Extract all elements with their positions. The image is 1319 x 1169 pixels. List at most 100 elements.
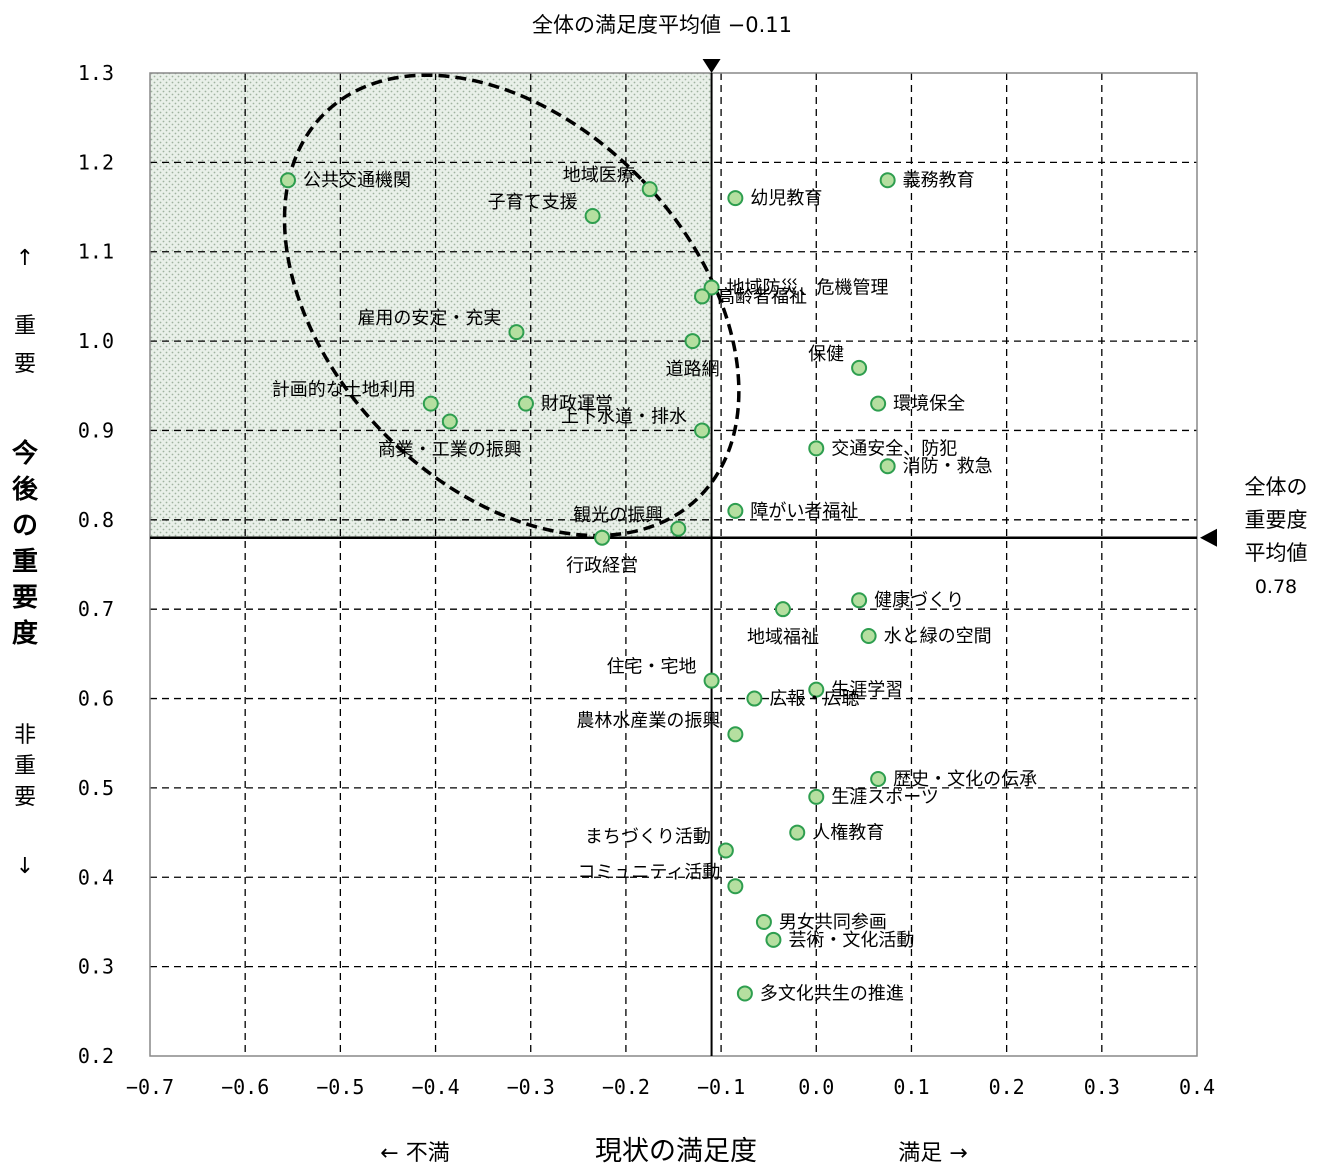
- point-label: 健康づくり: [874, 590, 964, 611]
- grid-lines: [150, 73, 1197, 1056]
- data-point: [851, 359, 868, 376]
- avg-importance-label-line: 重要度: [1245, 508, 1308, 532]
- y-tick-label: 0.5: [78, 776, 114, 800]
- x-tick-label: −0.7: [126, 1075, 174, 1099]
- y-tick-label: 1.1: [78, 240, 114, 264]
- x-axis-title: 現状の満足度: [595, 1136, 757, 1167]
- point-label: 交通安全、防犯: [831, 438, 957, 459]
- data-point: [422, 395, 439, 412]
- point-label: 観光の振興: [573, 505, 663, 526]
- data-point: [727, 502, 744, 519]
- avg-importance-label-line: 0.78: [1255, 576, 1297, 598]
- data-point: [684, 333, 701, 350]
- data-point: [703, 279, 720, 296]
- point-label: 多文化共生の推進: [760, 983, 904, 1004]
- data-point: [851, 592, 868, 609]
- y-axis-unimportant-char: ↓: [16, 854, 34, 879]
- data-point: [879, 172, 896, 189]
- x-tick-label: −0.2: [602, 1075, 650, 1099]
- y-axis-title-char: 後: [12, 474, 39, 505]
- point-label: 子育て支援: [488, 192, 578, 213]
- data-point: [517, 395, 534, 412]
- point-label: 高齢者福祉: [717, 286, 807, 307]
- point-label: 環境保全: [893, 394, 965, 415]
- x-axis-left-label: ← 不満: [380, 1141, 449, 1166]
- y-tick-label: 0.6: [78, 687, 114, 711]
- point-label: 人権教育: [812, 823, 884, 844]
- data-point: [641, 181, 658, 198]
- point-label: 公共交通機関: [303, 170, 411, 191]
- data-point: [584, 207, 601, 224]
- y-axis-important-char: 重: [14, 314, 36, 339]
- data-point: [808, 788, 825, 805]
- y-axis-ticks: 0.2 0.3 0.4 0.5 0.6 0.7 0.8 0.9 1.0 1.1 1.2 1.3: [78, 61, 114, 1068]
- point-label: 生涯学習: [831, 680, 903, 701]
- point-label: 広報・広聴: [769, 689, 859, 710]
- data-point: [727, 878, 744, 895]
- y-axis-title-char: 重: [12, 547, 38, 577]
- point-label: 商業・工業の振興: [378, 440, 522, 461]
- data-point: [808, 681, 825, 698]
- data-point: [694, 288, 711, 305]
- x-axis-ticks: −0.7 −0.6 −0.5 −0.4 −0.3 −0.2 −0.1 0.0 0.1 0.2 0.3…: [126, 1075, 1215, 1099]
- y-axis-important-label: ↑ 重要: [14, 246, 36, 377]
- x-axis-right-label: 満足 →: [898, 1141, 967, 1166]
- avg-importance-label-line: 全体の: [1245, 475, 1308, 499]
- x-tick-label: −0.3: [507, 1075, 555, 1099]
- y-tick-label: 0.7: [78, 597, 114, 621]
- x-tick-label: 0.0: [798, 1075, 834, 1099]
- point-label: 財政運営: [541, 394, 613, 415]
- avg-importance-marker: [1200, 528, 1217, 547]
- point-label: 雇用の安定・充実: [357, 308, 501, 329]
- point-label: 地域防災、危機管理: [727, 277, 889, 298]
- y-axis-important-char: 要: [14, 352, 36, 377]
- y-axis-title-char: の: [12, 511, 38, 541]
- x-tick-label: −0.5: [316, 1075, 364, 1099]
- avg-satisfaction-marker: [702, 59, 721, 73]
- point-label: 地域福祉: [747, 627, 819, 648]
- data-point: [727, 190, 744, 207]
- point-label: 生涯スポーツ: [831, 787, 939, 808]
- point-label: 障がい者福祉: [750, 501, 858, 522]
- point-label: 幼児教育: [750, 188, 822, 209]
- data-point: [727, 726, 744, 743]
- data-point: [717, 842, 734, 859]
- y-tick-label: 1.0: [78, 329, 114, 353]
- data-point: [508, 324, 525, 341]
- point-label: 消防・救急: [903, 456, 993, 477]
- point-label: 芸術・文化活動: [788, 930, 914, 951]
- x-tick-label: −0.6: [221, 1075, 269, 1099]
- data-point: [746, 690, 763, 707]
- y-tick-label: 1.2: [78, 150, 114, 174]
- point-label: 計画的な土地利用: [272, 380, 416, 401]
- avg-satisfaction-label: 全体の満足度平均値 −0.11: [532, 13, 792, 37]
- y-tick-label: 1.3: [78, 61, 114, 85]
- x-tick-label: 0.3: [1084, 1075, 1120, 1099]
- data-point: [694, 422, 711, 439]
- y-axis-unimportant-char: 要: [14, 785, 36, 810]
- data-point: [870, 395, 887, 412]
- y-tick-label: 0.9: [78, 418, 114, 442]
- y-tick-label: 0.3: [78, 955, 114, 979]
- data-point: [879, 458, 896, 475]
- data-point: [860, 627, 877, 644]
- data-point: [280, 172, 297, 189]
- point-label: 道路網: [666, 359, 720, 380]
- y-axis-title-char: 今: [12, 438, 38, 469]
- y-tick-label: 0.2: [78, 1044, 114, 1068]
- y-axis-unimportant-label: 非重要 ↓: [14, 723, 36, 879]
- data-point: [765, 931, 782, 948]
- data-points: [280, 172, 896, 1002]
- x-tick-label: −0.4: [411, 1075, 459, 1099]
- point-label: 上下水道・排水: [561, 406, 687, 427]
- data-point: [789, 824, 806, 841]
- data-point: [808, 440, 825, 457]
- y-tick-label: 0.4: [78, 865, 114, 889]
- point-label: 地域医療: [563, 165, 635, 186]
- point-label: 水と緑の空間: [884, 626, 992, 647]
- data-point: [703, 672, 720, 689]
- avg-importance-label-line: 平均値: [1245, 541, 1308, 565]
